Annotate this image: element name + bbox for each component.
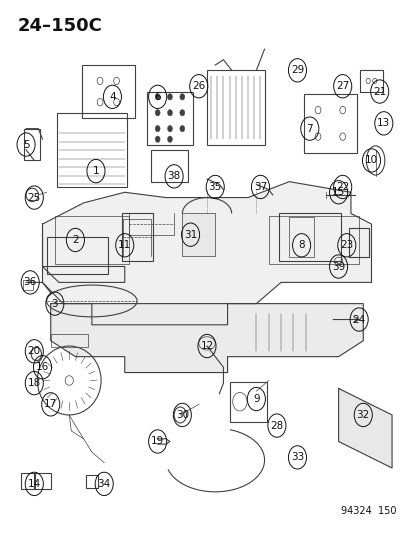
Circle shape (167, 94, 172, 100)
Text: 19: 19 (151, 437, 164, 447)
Bar (206, 70, 264, 144)
Text: 21: 21 (372, 86, 385, 96)
Text: 32: 32 (356, 410, 369, 420)
Text: 10: 10 (364, 156, 377, 165)
Text: 12: 12 (200, 341, 213, 351)
Text: 7: 7 (306, 124, 312, 134)
Text: 94324  150: 94324 150 (340, 506, 395, 516)
Text: 34: 34 (97, 479, 111, 489)
Circle shape (179, 94, 184, 100)
Bar (151, 150, 188, 182)
Text: 3: 3 (51, 298, 58, 309)
Text: 28: 28 (270, 421, 283, 431)
Text: 1: 1 (93, 166, 99, 176)
Text: 22: 22 (335, 182, 349, 192)
Bar (55, 216, 128, 264)
Text: 30: 30 (176, 410, 188, 420)
Polygon shape (182, 214, 215, 256)
Bar (21, 473, 35, 489)
Bar (147, 92, 192, 144)
Text: 24: 24 (352, 314, 365, 325)
Text: 8: 8 (297, 240, 304, 251)
Text: 6: 6 (154, 92, 161, 102)
Text: 13: 13 (376, 118, 389, 128)
Text: 38: 38 (167, 172, 180, 181)
Bar (51, 334, 88, 348)
Bar (289, 217, 313, 257)
Circle shape (167, 125, 172, 132)
Bar (24, 128, 40, 160)
Circle shape (167, 110, 172, 116)
Text: 16: 16 (36, 362, 49, 372)
Polygon shape (51, 304, 362, 373)
Bar (81, 65, 135, 118)
Bar (121, 214, 152, 261)
Text: 24–150C: 24–150C (18, 17, 102, 35)
Bar (229, 382, 266, 422)
Text: 33: 33 (290, 453, 304, 463)
Text: 31: 31 (183, 230, 197, 240)
Circle shape (155, 110, 160, 116)
Circle shape (179, 110, 184, 116)
Circle shape (155, 136, 160, 142)
Text: 5: 5 (23, 140, 29, 150)
Text: 18: 18 (28, 378, 41, 388)
Text: 35: 35 (208, 182, 221, 192)
Text: 39: 39 (331, 262, 344, 271)
Text: 14: 14 (28, 479, 41, 489)
Bar (359, 70, 382, 92)
Text: 26: 26 (192, 81, 205, 91)
Bar (268, 216, 358, 264)
Bar (47, 237, 108, 274)
Text: 4: 4 (109, 92, 116, 102)
Bar (85, 474, 98, 488)
Polygon shape (43, 182, 370, 325)
Bar (34, 473, 51, 489)
Text: 17: 17 (44, 399, 57, 409)
Polygon shape (338, 389, 391, 468)
Text: 11: 11 (118, 240, 131, 251)
Text: 27: 27 (335, 81, 349, 91)
Bar (23, 280, 33, 290)
Circle shape (155, 94, 160, 100)
Circle shape (179, 125, 184, 132)
Bar (57, 113, 126, 187)
Circle shape (155, 125, 160, 132)
Text: 37: 37 (253, 182, 266, 192)
Text: 2: 2 (72, 235, 78, 245)
Text: 36: 36 (24, 277, 37, 287)
Text: 29: 29 (290, 66, 304, 75)
Bar (348, 228, 368, 257)
Text: 9: 9 (252, 394, 259, 404)
Text: 20: 20 (28, 346, 41, 357)
Text: 23: 23 (339, 240, 353, 251)
Bar (278, 214, 340, 261)
Text: 15: 15 (331, 187, 344, 197)
Text: 25: 25 (28, 192, 41, 203)
Circle shape (167, 136, 172, 142)
Bar (303, 94, 356, 152)
